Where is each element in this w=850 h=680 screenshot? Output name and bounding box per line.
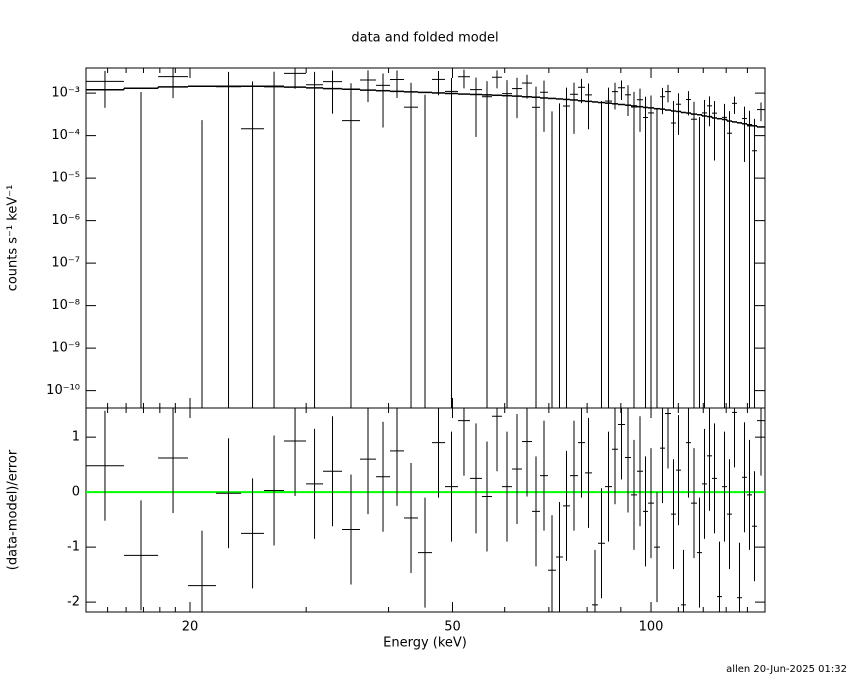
plot-frame [85,407,766,613]
y-axis-label: counts s⁻¹ keV⁻¹ [6,185,21,292]
x-axis-label: Energy (keV) [383,636,467,651]
y-tick-label: 10⁻⁹ [51,341,80,356]
y-tick-label: 10⁻⁷ [51,256,80,271]
y-tick-label: -1 [67,540,80,555]
x-tick-label: 100 [639,620,664,635]
y-tick-label: 10⁻⁸ [51,298,80,313]
x-tick-label: 50 [444,620,461,635]
y-tick-label: 1 [72,430,80,445]
y-tick-label: 10⁻⁶ [51,213,80,228]
y-tick-label: 10⁻¹⁰ [46,383,80,398]
y-tick-label: 10⁻⁴ [51,128,80,143]
chart-title: data and folded model [351,31,498,46]
y-tick-label: -2 [67,595,80,610]
plot-frame [85,67,766,409]
y-tick-label: 0 [72,485,80,500]
y-tick-label: 10⁻⁵ [51,171,80,186]
y-axis-label: (data-model)/error [6,449,21,570]
footer: allen 20-Jun-2025 01:32 [726,664,847,675]
y-tick-label: 10⁻³ [51,86,80,101]
x-tick-label: 20 [182,620,199,635]
